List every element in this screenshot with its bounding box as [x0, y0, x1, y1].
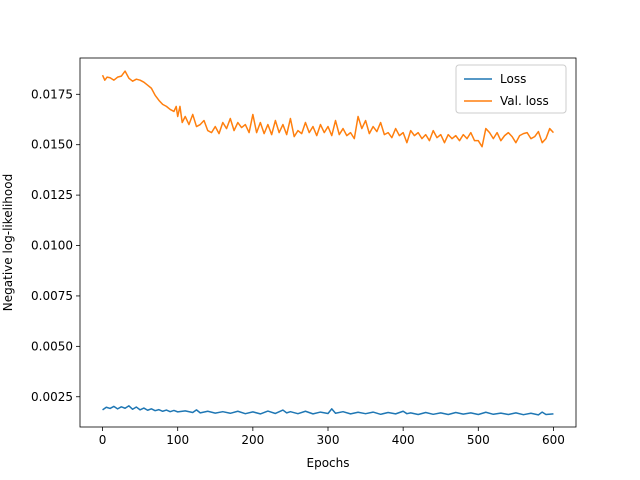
y-axis: 0.0025 0.0050 0.0075 0.0100 0.0125 0.0150 0.01…	[31, 87, 80, 404]
plot-area	[101, 70, 554, 416]
x-axis-label: Epochs	[307, 456, 350, 470]
series-line-val-loss	[101, 70, 554, 148]
x-tick-label: 500	[467, 433, 490, 447]
legend-label: Val. loss	[500, 94, 549, 108]
series-line-loss	[102, 405, 554, 416]
y-tick-label: 0.0075	[31, 289, 73, 303]
x-tick-label: 400	[392, 433, 415, 447]
x-tick-label: 300	[317, 433, 340, 447]
x-tick-label: 200	[241, 433, 264, 447]
x-tick-label: 100	[166, 433, 189, 447]
x-tick-label: 600	[542, 433, 565, 447]
y-tick-label: 0.0125	[31, 188, 73, 202]
legend: Loss Val. loss	[455, 64, 567, 114]
legend-label: Loss	[500, 72, 526, 86]
y-axis-label: Negative log-likelihood	[1, 174, 15, 311]
y-tick-label: 0.0050	[31, 339, 73, 353]
y-tick-label: 0.0100	[31, 239, 73, 253]
x-axis: 0 100 200 300 400 500 600	[99, 427, 565, 447]
y-tick-label: 0.0150	[31, 138, 73, 152]
y-tick-label: 0.0175	[31, 87, 73, 101]
x-tick-label: 0	[99, 433, 107, 447]
y-tick-label: 0.0025	[31, 390, 73, 404]
